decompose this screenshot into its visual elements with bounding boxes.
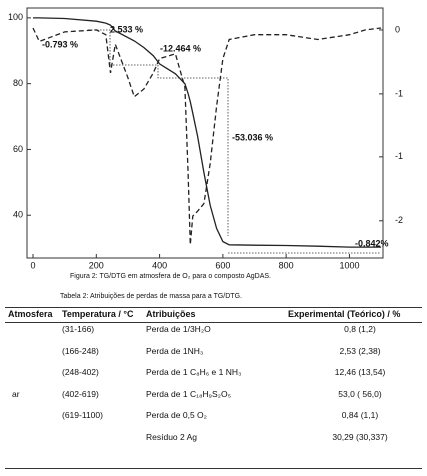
assignment: Perda de 0,5 O₂ (146, 410, 207, 420)
table-rule (5, 468, 422, 469)
y2-tick-label: -2 (395, 215, 403, 225)
x-tick-label: 200 (89, 260, 104, 270)
table-header: Atmosfera (8, 309, 53, 319)
y-tick-label: 40 (13, 210, 23, 220)
table-caption: Tabela 2: Atribuições de perdas de massa… (60, 293, 242, 300)
table-header: Temperatura / °C (62, 309, 134, 319)
temperature: (248-402) (62, 367, 99, 377)
annotation: 2.533 % (110, 24, 143, 34)
table-rule (5, 307, 422, 308)
atmosphere: ar (12, 389, 20, 399)
temperature: (31-166) (62, 324, 95, 334)
figure-caption: Figura 2: TG/DTG em atmosfera de O₂ para… (70, 273, 272, 280)
y-tick-label: 60 (13, 144, 23, 154)
experimental: 0,84 (1,1) (341, 410, 379, 420)
assignment: Perda de 1 C₁₈H₉S₂O₅ (146, 389, 231, 399)
step-guides (88, 29, 380, 254)
x-tick-label: 800 (279, 260, 294, 270)
experimental: 53,0 ( 56,0) (338, 389, 382, 399)
temperature: (402-619) (62, 389, 99, 399)
y-tick-label: 80 (13, 78, 23, 88)
y-tick-label: 100 (8, 12, 23, 22)
table-rule (5, 322, 422, 323)
y2-tick-label: -1 (395, 151, 403, 161)
experimental: 2,53 (2,38) (339, 346, 381, 356)
temperature: (619-1100) (62, 410, 103, 420)
assignment: Perda de 1NH₃ (146, 346, 204, 356)
y2-tick-label: -1 (395, 88, 403, 98)
x-tick-label: 400 (152, 260, 167, 270)
assignment: Perda de 1 C₈H₆ e 1 NH₃ (146, 367, 242, 377)
annotation: -53.036 % (232, 132, 273, 142)
x-tick-label: 0 (31, 260, 36, 270)
annotation: -0.842% (355, 238, 389, 248)
x-tick-label: 600 (215, 260, 230, 270)
series-line (33, 17, 382, 248)
plot-frame (26, 7, 384, 259)
assignment: Perda de 1/3H₂O (146, 324, 211, 334)
experimental: 0,8 (1,2) (344, 324, 376, 334)
step-guide (88, 29, 229, 236)
assignment: Resíduo 2 Ag (146, 432, 198, 442)
temperature: (166-248) (62, 346, 99, 356)
annotation: -0.793 % (42, 39, 78, 49)
table-header: Atribuições (146, 309, 196, 319)
y2-tick-label: 0 (395, 24, 400, 34)
annotation: -12.464 % (160, 43, 201, 53)
table-header: Experimental (Teórico) / % (288, 309, 401, 319)
experimental: 12,46 (13,54) (334, 367, 386, 377)
experimental: 30,29 (30,337) (332, 432, 388, 442)
x-tick-label: 1000 (339, 260, 359, 270)
series-line (32, 27, 382, 245)
